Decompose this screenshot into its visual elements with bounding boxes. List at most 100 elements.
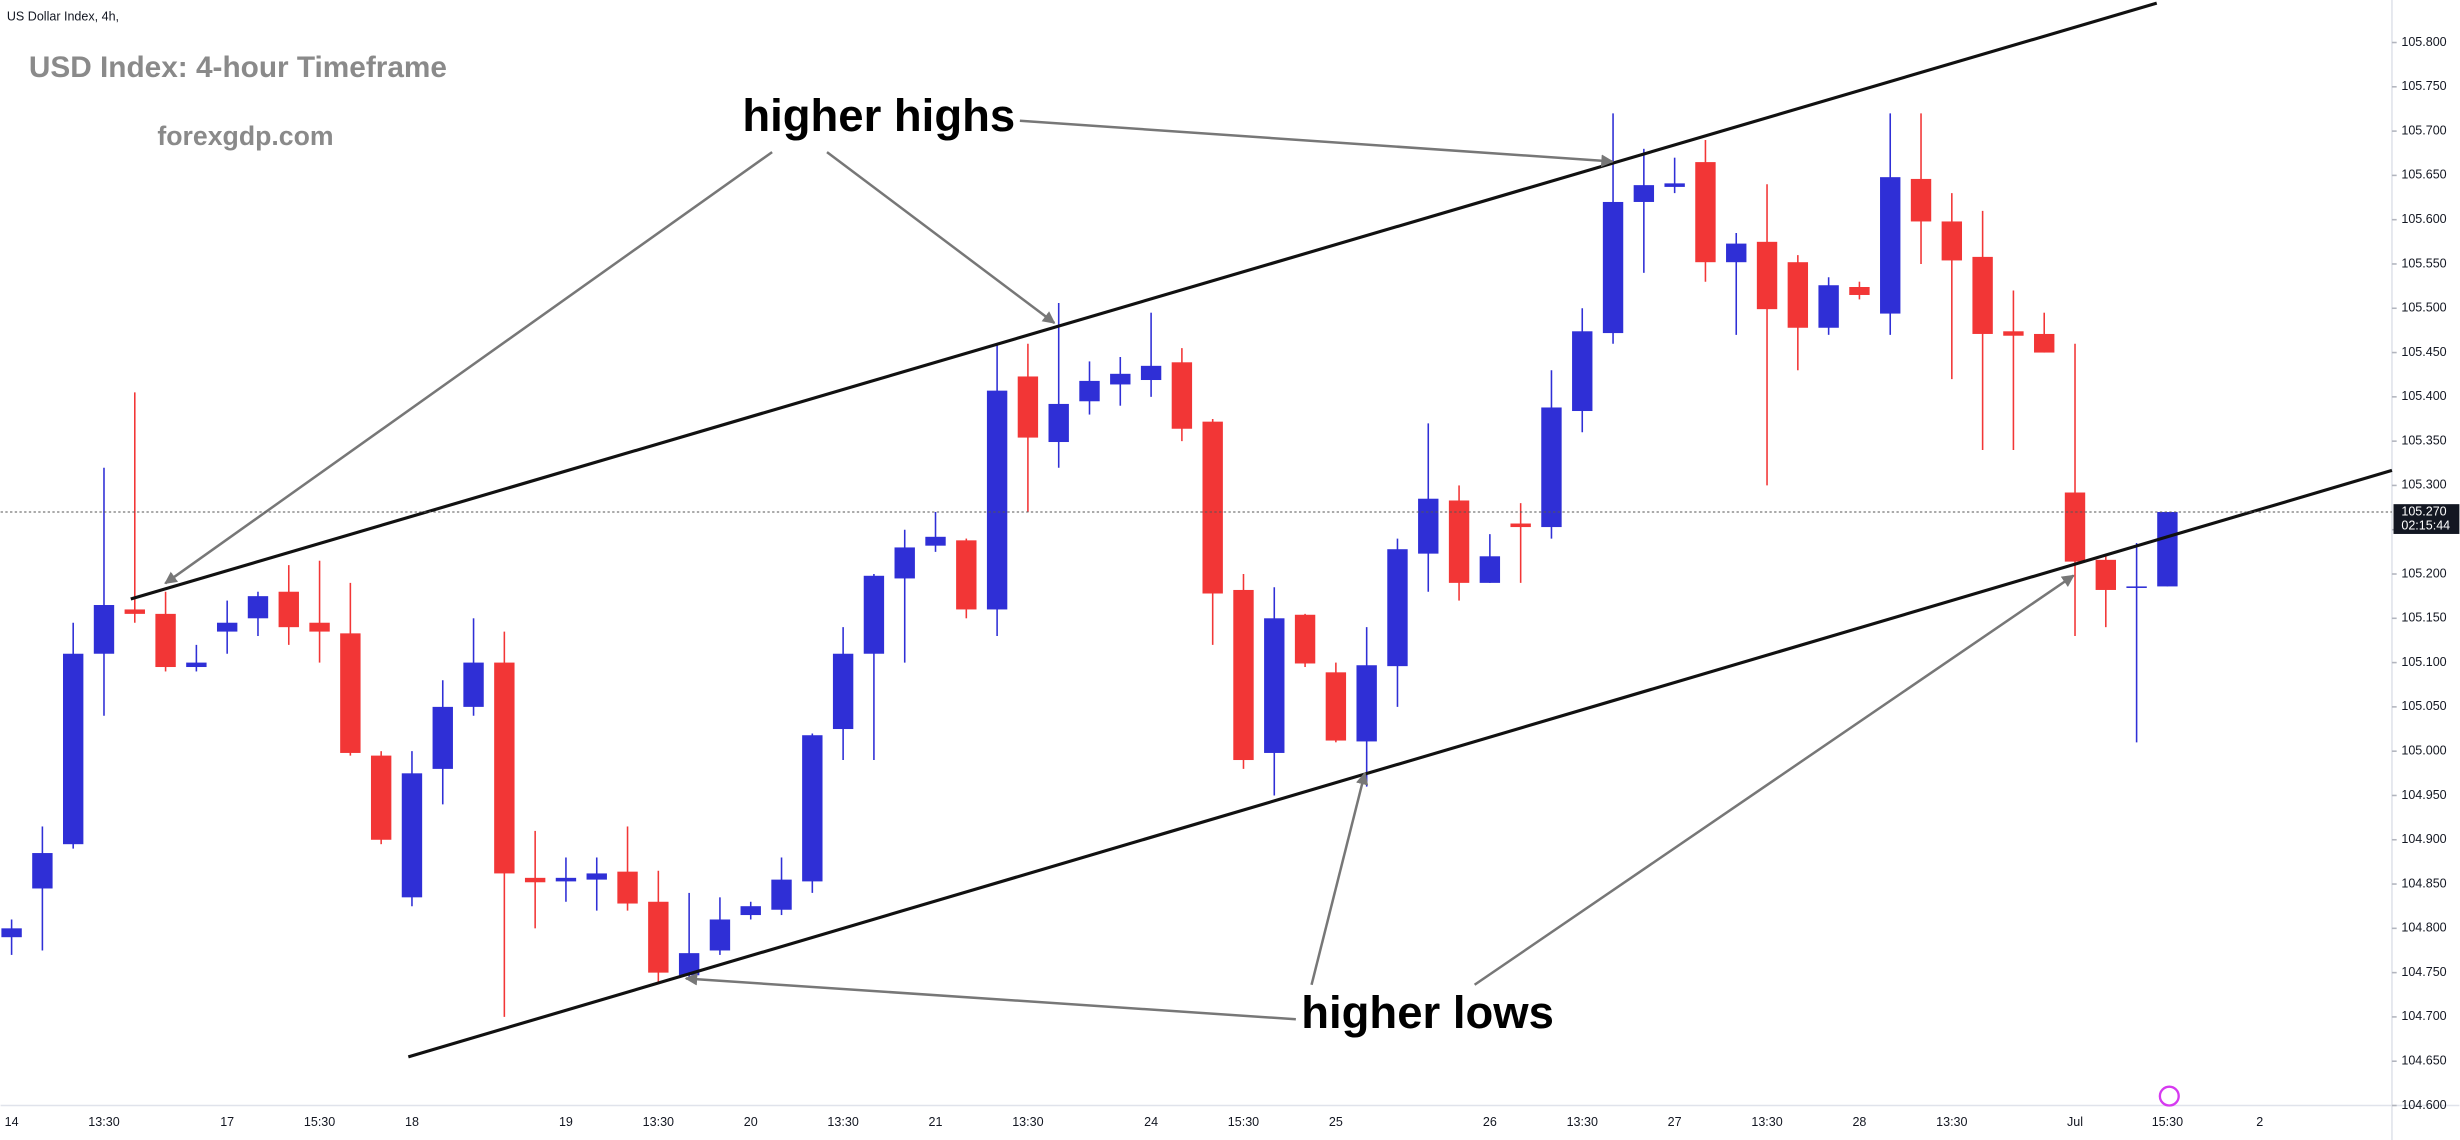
y-tick-label: 104.950 (2401, 788, 2446, 802)
x-tick-label: 15:30 (2152, 1115, 2183, 1129)
candle-body (2034, 333, 2055, 353)
candle-body (2095, 559, 2117, 590)
y-tick-label: 104.600 (2401, 1098, 2446, 1112)
candle-body (555, 877, 577, 882)
candle-body (1294, 614, 1316, 664)
x-tick-label: 14 (5, 1115, 19, 1129)
candle-body (93, 605, 115, 654)
candle-body (1510, 523, 1531, 528)
y-tick-label: 105.450 (2401, 345, 2446, 359)
x-tick-label: 13:30 (827, 1115, 858, 1129)
y-tick-label: 104.700 (2401, 1009, 2446, 1023)
x-tick-label: 2 (2256, 1115, 2263, 1129)
candle-body (1910, 178, 1932, 222)
y-tick-label: 105.800 (2401, 35, 2446, 49)
candle-body (1818, 285, 1839, 328)
y-tick-label: 105.550 (2401, 256, 2446, 270)
candle-body (155, 613, 176, 668)
candle-body (1048, 403, 1069, 443)
x-tick-label: 13:30 (1936, 1115, 1967, 1129)
candle-body (340, 633, 361, 753)
candle-body (1941, 221, 1963, 261)
candle-body (1110, 373, 1131, 385)
candle-body (1695, 162, 1716, 263)
y-tick-label: 104.850 (2401, 876, 2446, 890)
candle-body (648, 901, 669, 973)
candle-body (1572, 331, 1593, 412)
logo (2158, 1085, 2180, 1107)
y-tick-label: 104.750 (2401, 965, 2446, 979)
candle-body (1726, 243, 1747, 263)
candle-body (2126, 586, 2147, 588)
candle-body (1202, 421, 1223, 594)
candle-body (2064, 492, 2086, 562)
candle-body (1880, 177, 1901, 314)
x-tick-label: 21 (929, 1115, 943, 1129)
candle-body (1356, 665, 1377, 742)
candle-body (524, 877, 546, 883)
watermark: USD Index: 4-hour Timeframe (29, 51, 447, 84)
candle-body (2157, 512, 2178, 587)
x-tick-label: Jul (2067, 1115, 2083, 1129)
y-tick-label: 105.750 (2401, 79, 2446, 93)
candle-body (32, 853, 53, 889)
candle-body (62, 653, 84, 845)
candle-body (216, 622, 238, 632)
candle-body (740, 906, 761, 916)
x-tick-label: 25 (1329, 1115, 1343, 1129)
x-tick-label: 17 (220, 1115, 234, 1129)
y-tick-label: 105.200 (2401, 566, 2446, 580)
x-tick-label: 28 (1852, 1115, 1866, 1129)
candle-body (1756, 241, 1778, 310)
x-tick-label: 27 (1668, 1115, 1682, 1129)
candle-body (863, 575, 885, 654)
last-price-label: 105.270 (2401, 504, 2446, 518)
y-tick-label: 105.050 (2401, 699, 2446, 713)
candle-body (617, 871, 638, 904)
candle-body (1017, 376, 1039, 438)
candle-body (1387, 549, 1408, 667)
x-tick-label: 13:30 (88, 1115, 119, 1129)
candle-body (986, 390, 1008, 610)
y-tick-label: 104.650 (2401, 1054, 2446, 1068)
candle-body (1233, 589, 1254, 761)
candle-body (278, 591, 299, 628)
y-tick-label: 105.700 (2401, 123, 2446, 137)
candle-body (463, 662, 484, 707)
y-tick-label: 104.800 (2401, 921, 2446, 935)
lower-trendline (407, 468, 2393, 1059)
candle-body (1664, 183, 1685, 187)
candle-body (1325, 672, 1347, 741)
candle-body (432, 706, 453, 769)
candle-body (1448, 500, 1470, 583)
y-tick-label: 105.000 (2401, 743, 2446, 757)
candle-body (1602, 201, 1624, 334)
annotation: higher highs (742, 90, 1015, 141)
x-tick-label: 24 (1144, 1115, 1158, 1129)
arrow (164, 151, 773, 585)
x-tick-label: 18 (405, 1115, 419, 1129)
arrow (1310, 771, 1369, 986)
candle-body (1541, 407, 1562, 528)
arrow (684, 972, 1296, 1021)
candle-body (894, 547, 915, 579)
candle-body (309, 622, 330, 632)
x-tick-label: 15:30 (304, 1115, 335, 1129)
candle-body (586, 873, 607, 880)
annotation: higher lows (1301, 987, 1554, 1038)
y-tick-label: 105.150 (2401, 611, 2446, 625)
candle-body (1264, 618, 1285, 753)
x-tick-label: 26 (1483, 1115, 1497, 1129)
x-tick-label: 13:30 (1751, 1115, 1782, 1129)
candle-body (370, 755, 392, 840)
y-tick-label: 105.100 (2401, 655, 2446, 669)
y-tick-label: 105.350 (2401, 433, 2446, 447)
candle-body (709, 919, 731, 951)
candle-body (1787, 262, 1809, 328)
x-tick-label: 13:30 (1567, 1115, 1598, 1129)
candle-body (494, 662, 515, 874)
annotation-arrows (164, 119, 2075, 1021)
x-tick-label: 13:30 (1012, 1115, 1043, 1129)
candle-body (771, 879, 792, 910)
x-tick-label: 15:30 (1228, 1115, 1259, 1129)
